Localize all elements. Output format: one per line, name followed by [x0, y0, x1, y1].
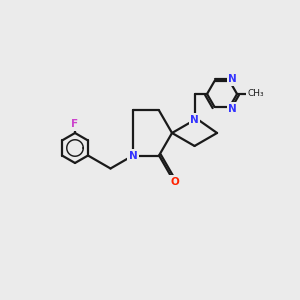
- Text: N: N: [129, 151, 137, 160]
- Text: N: N: [228, 104, 237, 114]
- Text: CH₃: CH₃: [247, 89, 264, 98]
- Text: F: F: [71, 119, 79, 129]
- Text: N: N: [190, 115, 199, 125]
- Text: N: N: [228, 74, 237, 84]
- Text: O: O: [171, 177, 179, 187]
